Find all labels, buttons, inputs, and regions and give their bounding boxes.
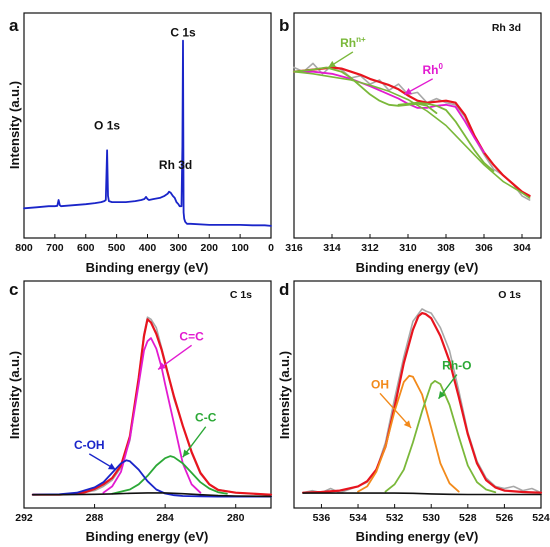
panel-c-annotation-arrowhead [107, 463, 116, 470]
panel-d: d O 1s Binding energy (eV) Intensity (a.… [277, 280, 550, 544]
panel-a-x-axis-title: Binding energy (eV) [86, 260, 209, 275]
panel-b-series-raw-0 [293, 62, 531, 201]
panel-b-frame [293, 12, 542, 239]
panel-a-x-tick-label: 200 [200, 242, 218, 254]
panel-c-ticks: 292 288 284 280 [15, 504, 245, 524]
panel-b-annotation-arrowhead [404, 88, 413, 95]
panel-d-x-axis-title: Binding energy (eV) [356, 529, 479, 544]
panel-b-ticks: 316 314 312 310 308 306 304 [285, 234, 531, 254]
panel-b-series [292, 62, 531, 201]
panel-a-y-axis-title: Intensity (a.u.) [7, 81, 22, 169]
panel-b-x-axis-title: Binding energy (eV) [356, 260, 479, 275]
panel-d-x-tick-label: 524 [532, 512, 550, 524]
panel-c-annotation-label: C-C [195, 411, 217, 425]
panel-c-annotation-label: C-OH [74, 438, 105, 452]
panel-a: a Binding energy (eV) Intensity (a.u.) 8… [7, 12, 274, 275]
panel-d-series-raw-0 [302, 308, 542, 494]
panel-c-annotation-arrowhead [182, 449, 190, 458]
panel-a-frame [23, 12, 272, 239]
panel-letter-b: b [279, 16, 289, 35]
panel-d-title: O 1s [498, 289, 521, 301]
panel-b-x-tick-label: 314 [323, 242, 341, 254]
panel-d-x-tick-label: 528 [459, 512, 477, 524]
panel-a-series-spectrum-0 [23, 39, 272, 227]
panel-d-x-tick-label: 526 [496, 512, 514, 524]
panel-c-frame [23, 280, 272, 509]
panel-d-x-tick-label: 536 [313, 512, 331, 524]
panel-c-series-raw-0 [31, 316, 272, 496]
panel-b-x-tick-label: 316 [285, 242, 303, 254]
panel-b-annotation-label: Rh0 [422, 62, 443, 77]
panel-a-x-tick-label: 300 [170, 242, 188, 254]
panel-c-x-axis-title: Binding energy (eV) [86, 529, 209, 544]
panel-b-x-tick-label: 306 [475, 242, 493, 254]
panel-letter-d: d [279, 280, 289, 299]
panel-a-x-tick-label: 800 [15, 242, 33, 254]
panel-c-series [31, 316, 273, 498]
panel-a-annotations: C 1s O 1s Rh 3d [94, 26, 196, 172]
panel-d-annotation-arrowhead [438, 390, 446, 399]
panel-c: c C 1s Binding energy (eV) Intensity (a.… [7, 280, 273, 544]
panel-a-x-tick-label: 600 [77, 242, 95, 254]
panel-a-x-tick-label: 0 [268, 242, 274, 254]
panel-c-series-fit-1 [31, 318, 273, 496]
panel-a-annotation-label: C 1s [170, 26, 196, 40]
panel-d-series-component-3 [384, 379, 497, 494]
panel-d-series-component-2 [357, 374, 460, 493]
panel-b-series-fit-1 [292, 66, 531, 197]
panel-a-annotation-label: O 1s [94, 119, 120, 133]
panel-b-x-tick-label: 310 [399, 242, 417, 254]
panel-letter-a: a [9, 16, 19, 35]
panel-a-annotation-label: Rh 3d [159, 158, 192, 172]
panel-b-series-component-2 [293, 70, 485, 154]
panel-b-series-background-5 [293, 70, 531, 199]
panel-d-annotation-label: OH [371, 377, 389, 391]
panel-c-title: C 1s [230, 289, 252, 301]
panel-c-y-axis-title: Intensity (a.u.) [7, 351, 22, 439]
panel-d-annotation-arrowhead [403, 420, 412, 428]
panel-d-annotation-label: Rh-O [442, 359, 471, 373]
panel-c-x-tick-label: 292 [15, 512, 33, 524]
panel-c-series-component-4 [31, 459, 272, 498]
panel-d-series-fit-1 [302, 312, 543, 494]
panel-d-series [302, 308, 543, 496]
panel-d-x-tick-label: 532 [386, 512, 404, 524]
panel-a-x-tick-label: 700 [46, 242, 64, 254]
panel-b: b Rh 3d Binding energy (eV) 316 314 312 310… [279, 12, 542, 275]
panel-c-annotation-arrowhead [158, 362, 166, 370]
panel-b-x-tick-label: 304 [513, 242, 531, 254]
panel-letter-c: c [9, 280, 18, 299]
panel-d-ticks: 536 534 532 530 528 526 524 [313, 504, 550, 524]
panel-a-ticks: 800 700 600 500 400 300 200 100 0 [15, 234, 274, 254]
panel-a-x-tick-label: 100 [231, 242, 249, 254]
panel-d-x-tick-label: 530 [422, 512, 440, 524]
panel-d-annotations: OH Rh-O [371, 359, 472, 429]
panel-b-title: Rh 3d [492, 22, 521, 34]
panel-c-series-component-3 [111, 455, 228, 495]
panel-c-x-tick-label: 280 [227, 512, 245, 524]
panel-b-annotation-label: Rhn+ [340, 35, 366, 50]
panel-c-annotation-label: C=C [179, 329, 204, 343]
panel-a-x-tick-label: 400 [139, 242, 157, 254]
panel-b-annotation-arrowhead [328, 60, 336, 68]
panel-d-y-axis-title: Intensity (a.u.) [277, 351, 292, 439]
panel-b-x-tick-label: 312 [361, 242, 379, 254]
panel-b-x-tick-label: 308 [437, 242, 455, 254]
panel-c-annotations: C=C C-C C-OH [74, 329, 217, 471]
panel-d-series-background-4 [302, 492, 542, 496]
panel-d-frame [293, 280, 542, 509]
panel-a-series [23, 39, 272, 227]
panel-c-x-tick-label: 284 [156, 512, 174, 524]
panel-c-x-tick-label: 288 [86, 512, 104, 524]
panel-c-series-background-5 [31, 492, 272, 498]
panel-a-x-tick-label: 500 [108, 242, 126, 254]
panel-d-annotation-arrow [379, 392, 412, 429]
panel-b-annotations: Rhn+ Rh0 [327, 35, 443, 96]
panel-d-x-tick-label: 534 [349, 512, 367, 524]
